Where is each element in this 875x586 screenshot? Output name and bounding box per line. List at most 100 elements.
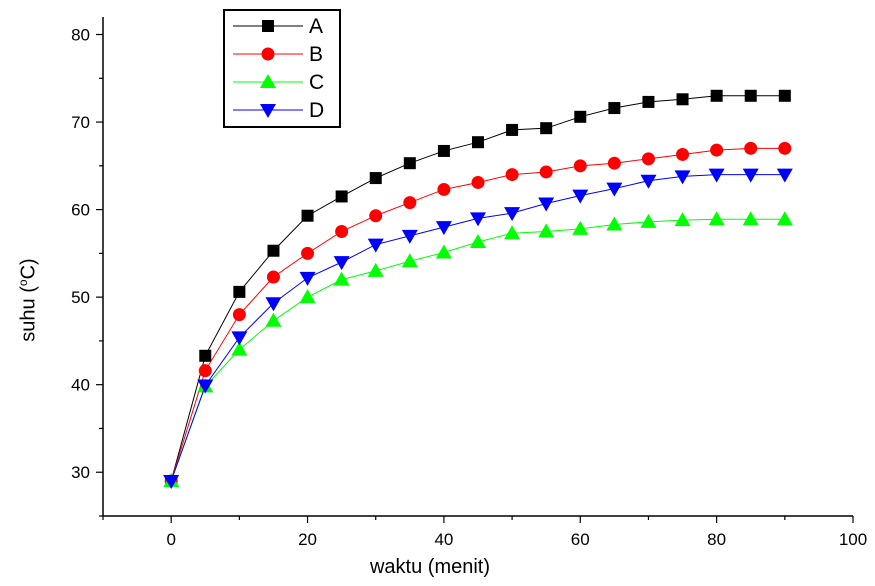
legend-entry-b: B [225,42,339,68]
point-marker-triangle-down [333,256,350,271]
point-marker-triangle-up [401,253,418,268]
point-marker-triangle-down [197,379,214,394]
legend-swatch-b [233,47,303,61]
point-marker-triangle-down [299,271,316,286]
series-d [163,168,793,489]
point-marker-triangle-up [776,211,793,226]
point-marker-square [642,95,655,108]
legend-entry-a: A [225,14,339,40]
point-marker-triangle-up [265,312,282,327]
point-marker-triangle-down [435,221,452,236]
point-marker-circle [403,196,417,210]
series-line-c [170,218,785,482]
point-marker-circle [369,209,383,223]
point-marker-circle [676,147,690,161]
x-tick-label: 0 [166,530,175,549]
legend-label-a: A [309,15,324,38]
legend-entry-d: D [225,98,339,124]
y-axis-title: suhu (oC) [16,258,40,342]
point-marker-triangle-down [265,297,282,312]
point-marker-square [301,209,314,222]
point-marker-triangle-down [606,182,623,197]
point-marker-square [744,89,757,102]
point-marker-circle [641,152,655,166]
point-marker-triangle-up [674,212,691,227]
legend-label-b: B [309,43,324,66]
legend-label-d: D [309,99,325,122]
legend: A B C D [223,9,341,128]
point-marker-circle [607,156,621,170]
point-marker-circle [710,143,724,157]
point-marker-triangle-up [504,225,521,240]
point-marker-square [233,285,246,298]
y-tick-label: 40 [71,376,90,395]
point-marker-triangle-up [606,216,623,231]
x-tick-label: 20 [298,530,317,549]
point-marker-triangle-up [299,289,316,304]
legend-label-c: C [309,71,325,94]
series-a [165,89,791,487]
point-marker-square [506,123,519,136]
point-marker-circle [778,141,792,155]
point-marker-triangle-down [742,168,759,183]
point-marker-triangle-down [367,238,384,253]
ticks: 0 20 40 60 80 100 30 40 50 60 70 80 [71,26,867,549]
axes [102,17,853,517]
point-marker-circle [744,141,758,155]
point-marker-triangle-up [708,211,725,226]
y-tick-label: 60 [71,201,90,220]
point-marker-triangle-down [504,207,521,222]
point-marker-circle [539,165,553,179]
point-marker-square [778,89,791,102]
series-c [163,211,793,487]
point-marker-triangle-down [163,474,180,489]
point-marker-square [710,89,723,102]
point-marker-circle [266,270,280,284]
x-tick-label: 100 [839,530,867,549]
point-marker-circle [335,224,349,238]
point-marker-triangle-down [640,174,657,189]
point-marker-triangle-down [674,170,691,185]
legend-swatch-c [233,74,303,88]
point-marker-triangle-up [572,220,589,235]
point-marker-square [472,136,484,149]
point-marker-triangle-up [367,262,384,277]
point-marker-square [403,157,416,170]
point-marker-triangle-down [231,331,248,346]
series-line-b [170,147,785,482]
x-tick-label: 40 [434,530,453,549]
legend-swatch-a [233,20,303,32]
point-marker-triangle-up [231,341,248,356]
point-marker-triangle-down [470,212,486,227]
point-marker-triangle-up [538,223,555,238]
point-marker-triangle-down [708,168,725,183]
series-b [164,141,792,488]
point-marker-square [540,122,553,135]
series [163,89,793,489]
point-marker-circle [301,246,315,260]
point-marker-square [437,144,450,157]
point-marker-square [267,244,280,257]
point-marker-circle [573,159,587,173]
point-marker-square [676,93,689,106]
point-marker-triangle-up [742,211,759,226]
point-marker-square [369,172,382,185]
point-marker-circle [198,364,212,378]
point-marker-triangle-down [776,168,793,183]
point-marker-triangle-down [538,197,555,212]
point-marker-triangle-up [435,244,452,259]
legend-swatch-d [233,104,303,118]
point-marker-circle [471,175,485,189]
x-tick-label: 60 [571,530,590,549]
point-marker-triangle-up [470,233,486,248]
legend-entry-c: C [225,70,339,96]
point-marker-square [574,110,587,123]
point-marker-square [335,190,348,203]
point-marker-triangle-down [572,189,589,204]
point-marker-square [608,102,621,115]
point-marker-triangle-up [333,271,350,286]
point-marker-triangle-down [401,229,418,244]
x-tick-label: 80 [707,530,726,549]
point-marker-circle [437,182,451,196]
